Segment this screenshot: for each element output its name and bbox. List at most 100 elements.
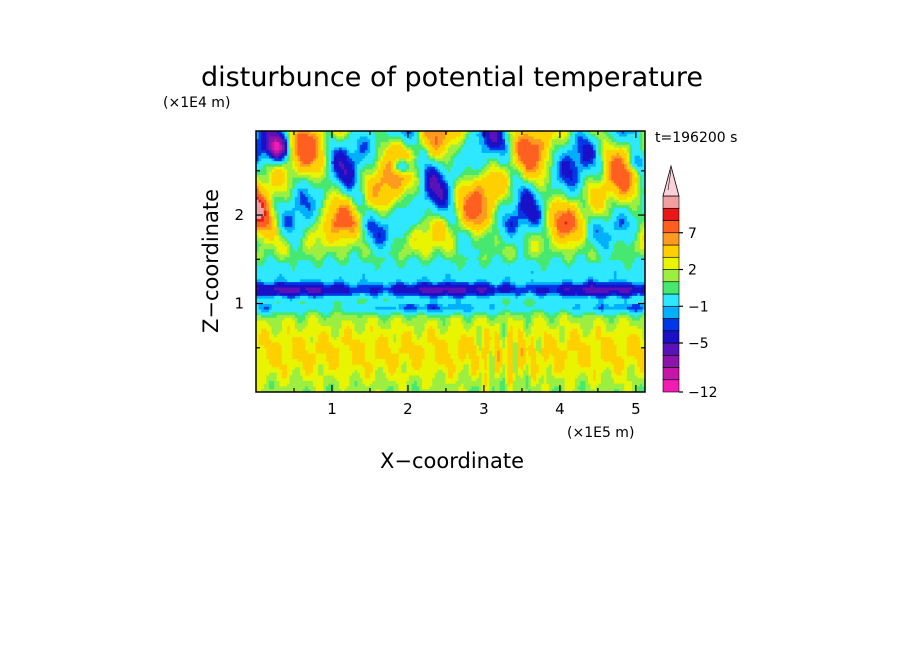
field-cell — [447, 183, 451, 187]
field-cell — [424, 144, 428, 148]
field-cell — [530, 158, 534, 162]
field-cell — [375, 202, 379, 206]
field-cell — [261, 163, 265, 168]
field-cell — [600, 183, 604, 187]
field-cell — [349, 213, 353, 217]
field-cell — [313, 185, 317, 190]
field-cell — [429, 139, 433, 143]
field-cell — [523, 183, 527, 187]
field-cell — [626, 133, 630, 137]
field-cell — [621, 158, 625, 162]
field-cell — [440, 150, 444, 154]
field-cell — [351, 144, 355, 148]
field-cell — [616, 210, 620, 214]
field-cell — [582, 218, 586, 223]
field-cell — [377, 196, 381, 201]
field-cell — [336, 152, 340, 157]
field-cell — [396, 188, 400, 192]
field-cell — [336, 213, 340, 217]
field-cell — [629, 205, 633, 209]
field-cell — [320, 196, 324, 201]
field-cell — [351, 205, 355, 209]
field-cell — [600, 147, 604, 151]
field-cell — [489, 199, 493, 203]
field-cell — [559, 144, 563, 148]
field-cell — [562, 213, 565, 217]
field-cell — [445, 163, 449, 168]
field-cell — [603, 196, 607, 201]
field-cell — [440, 180, 444, 184]
field-cell — [349, 172, 353, 176]
field-cell — [344, 205, 348, 209]
field-cell — [595, 141, 599, 146]
field-cell — [310, 144, 314, 148]
field-cell — [403, 163, 407, 168]
field-cell — [411, 163, 415, 168]
field-cell — [383, 161, 387, 165]
field-cell — [577, 205, 581, 209]
field-cell — [502, 150, 506, 154]
field-cell — [440, 152, 444, 157]
field-cell — [541, 205, 545, 209]
field-cell — [489, 202, 493, 206]
field-cell — [344, 150, 348, 154]
field-cell — [517, 133, 521, 137]
field-cell — [398, 216, 402, 220]
field-cell — [574, 147, 578, 151]
field-cell — [541, 183, 545, 187]
field-cell — [406, 180, 410, 184]
field-cell — [320, 144, 324, 148]
field-cell — [336, 131, 340, 135]
field-cell — [460, 213, 464, 217]
field-cell — [442, 174, 446, 179]
field-cell — [562, 218, 565, 223]
field-cell — [562, 191, 565, 195]
field-cell — [507, 177, 511, 181]
field-cell — [479, 141, 483, 146]
field-cell — [442, 218, 446, 223]
field-cell — [266, 216, 270, 220]
field-cell — [520, 139, 524, 143]
field-cell — [375, 205, 379, 209]
field-cell — [396, 218, 400, 223]
field-cell — [476, 205, 480, 209]
field-cell — [528, 185, 532, 190]
field-cell — [574, 150, 578, 154]
field-cell — [473, 136, 477, 140]
field-cell — [432, 196, 436, 201]
field-cell — [559, 202, 563, 206]
field-cell — [486, 158, 490, 162]
field-cell — [318, 144, 322, 148]
field-cell — [349, 161, 353, 165]
field-cell — [258, 169, 262, 173]
field-cell — [424, 131, 428, 135]
field-cell — [331, 210, 335, 214]
field-cell — [380, 144, 384, 148]
field-cell — [523, 155, 527, 159]
field-cell — [279, 152, 283, 157]
field-cell — [287, 166, 291, 170]
field-cell — [338, 152, 342, 157]
field-cell — [294, 147, 298, 151]
field-cell — [512, 205, 516, 209]
field-cell — [310, 169, 314, 173]
field-cell — [603, 163, 607, 168]
field-cell — [453, 216, 457, 220]
field-cell — [606, 139, 610, 143]
field-cell — [515, 199, 519, 203]
field-cell — [559, 207, 563, 212]
field-cell — [642, 136, 645, 140]
field-cell — [632, 205, 636, 209]
field-cell — [629, 169, 633, 173]
field-cell — [383, 194, 387, 198]
field-cell — [642, 202, 645, 206]
field-cell — [466, 216, 470, 220]
field-cell — [411, 191, 415, 195]
field-cell — [450, 172, 454, 176]
field-cell — [569, 188, 573, 192]
field-cell — [261, 136, 265, 140]
field-cell — [388, 177, 392, 181]
field-cell — [256, 183, 259, 187]
field-cell — [494, 147, 498, 151]
field-cell — [507, 210, 511, 214]
